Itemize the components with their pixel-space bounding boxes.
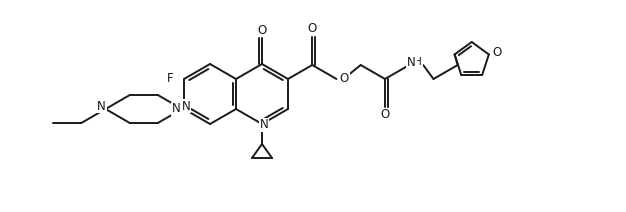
Text: O: O [340, 73, 349, 85]
Text: N: N [97, 99, 106, 113]
Text: N: N [260, 119, 269, 131]
Text: N: N [407, 56, 416, 68]
Text: N: N [172, 102, 180, 116]
Text: O: O [307, 22, 317, 35]
Text: O: O [257, 24, 267, 36]
Text: O: O [381, 109, 389, 121]
Text: H: H [414, 57, 422, 67]
Text: O: O [492, 46, 501, 59]
Text: N: N [182, 99, 190, 113]
Text: F: F [167, 73, 173, 85]
